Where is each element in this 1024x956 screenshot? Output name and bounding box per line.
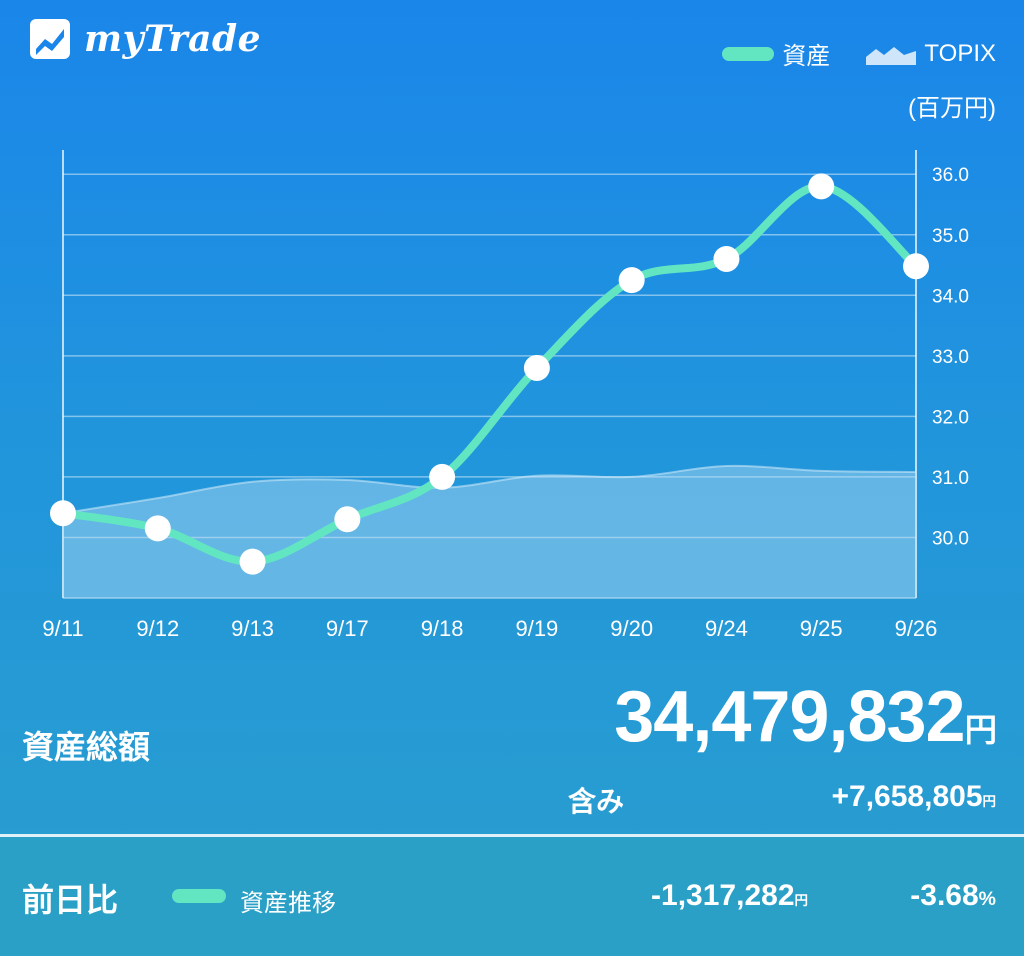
- asset-data-point: [808, 173, 835, 200]
- unrealized-gain-value: +7,658,805円: [832, 780, 996, 814]
- asset-data-point: [50, 500, 76, 527]
- y-tick-label: 35.0: [932, 226, 969, 247]
- prev-day-percent-number: -3.68: [910, 879, 979, 912]
- legend-topix-label: TOPIX: [924, 39, 996, 67]
- x-tick-label: 9/24: [705, 616, 748, 641]
- x-tick-label: 9/12: [136, 616, 179, 641]
- y-tick-label: 32.0: [932, 407, 969, 428]
- x-tick-label: 9/20: [610, 616, 653, 641]
- x-tick-label: 9/19: [515, 616, 558, 641]
- y-tick-label: 34.0: [932, 286, 969, 307]
- x-tick-label: 9/18: [421, 616, 464, 641]
- asset-data-point: [334, 506, 361, 533]
- asset-data-points: [50, 173, 929, 575]
- prev-day-bar: 前日比 資産推移 -1,317,282円 -3.68%: [0, 837, 1024, 956]
- asset-trend-label: 資産推移: [240, 890, 336, 917]
- legend-asset-swatch: [722, 46, 775, 61]
- yen-unit: 円: [982, 794, 997, 809]
- y-tick-label: 36.0: [932, 165, 969, 186]
- total-assets-value: 34,479,832円: [614, 676, 997, 758]
- prev-day-label: 前日比: [22, 882, 119, 918]
- total-assets-label: 資産総額: [22, 729, 151, 765]
- legend-asset-label: 資産: [782, 43, 831, 70]
- asset-trend-swatch: [172, 889, 226, 903]
- mountain-area-icon: [866, 46, 917, 65]
- y-tick-label: 31.0: [932, 468, 969, 489]
- asset-data-point: [618, 267, 645, 294]
- y-tick-label: 30.0: [932, 528, 969, 549]
- asset-line-series: [59, 182, 920, 566]
- asset-data-point: [713, 245, 740, 272]
- chart-grid: [62, 150, 917, 599]
- unrealized-gain-number: +7,658,805: [831, 780, 983, 813]
- x-tick-label: 9/11: [42, 616, 83, 641]
- prev-day-diff-value: -1,317,282円: [651, 879, 808, 913]
- asset-data-point: [239, 548, 266, 575]
- x-tick-label: 9/25: [800, 616, 843, 641]
- app-logo: myTrade: [30, 18, 261, 60]
- asset-data-point: [144, 515, 171, 542]
- x-tick-label: 9/13: [231, 616, 274, 641]
- total-assets-number: 34,479,832: [614, 677, 965, 757]
- asset-data-point: [903, 253, 929, 280]
- asset-data-point: [429, 463, 456, 490]
- legend-topix: TOPIX: [866, 40, 996, 68]
- y-axis-unit-label: (百万円): [908, 95, 996, 122]
- section-divider: [0, 834, 1024, 837]
- topix-area-series: [63, 465, 916, 598]
- asset-data-point: [523, 354, 550, 381]
- legend-asset: 資産: [722, 36, 830, 71]
- prev-day-diff-percent: -3.68%: [910, 879, 996, 913]
- chart-logo-icon: [30, 19, 70, 59]
- prev-day-diff-number: -1,317,282: [651, 879, 795, 912]
- yen-unit: 円: [794, 893, 809, 908]
- x-tick-label: 9/26: [895, 616, 938, 641]
- chart-legend: 資産 TOPIX: [686, 36, 996, 71]
- y-axis-ticks: 30.0 31.0 32.0 33.0 34.0 35.0 36.0: [932, 165, 969, 549]
- unrealized-gain-label: 含み: [568, 786, 625, 817]
- x-tick-label: 9/17: [326, 616, 369, 641]
- y-tick-label: 33.0: [932, 347, 969, 368]
- asset-line-chart: 30.031.032.033.034.035.036.0 9/11 9/12 9/1…: [42, 150, 969, 641]
- topix-area-outline: [62, 464, 917, 515]
- app-title: myTrade: [84, 18, 262, 60]
- x-axis-ticks: 9/11 9/12 9/13 9/17 9/18 9/19 9/20 9/24 9/25 9/26: [42, 616, 937, 641]
- yen-unit: 円: [964, 712, 997, 748]
- percent-sign: %: [978, 888, 996, 910]
